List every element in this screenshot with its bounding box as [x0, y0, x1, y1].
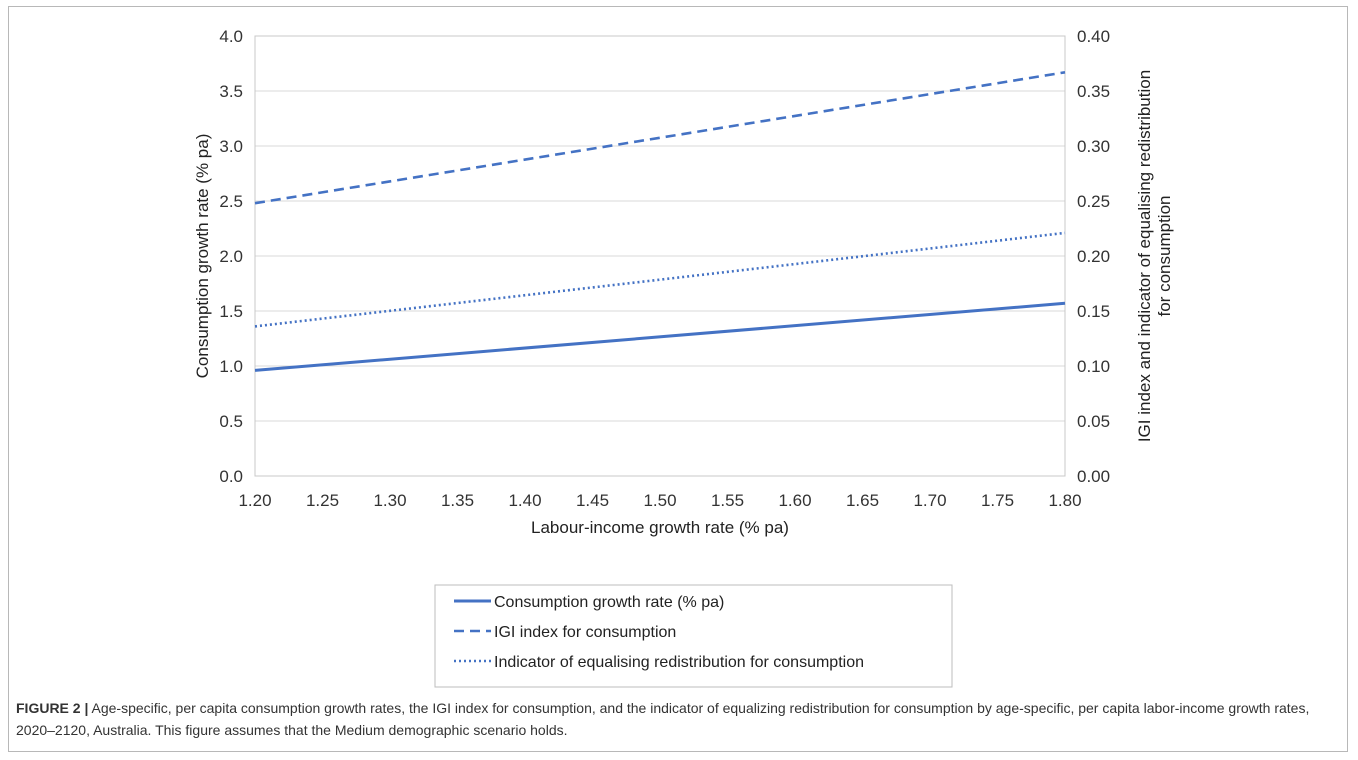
legend-entry-label: Consumption growth rate (% pa): [494, 594, 724, 611]
legend-box: [434, 584, 953, 688]
right-y-axis-ticks: 0.00 0.05 0.10 0.15 0.20 0.25 0.30 0.35 0.40: [1077, 27, 1110, 486]
x-tick-label: 1.55: [711, 491, 744, 510]
figure-frame: [8, 6, 1348, 752]
right-y-tick-label: 0.30: [1077, 137, 1110, 156]
x-axis-ticks: 1.20 1.25 1.30 1.35 1.40 1.45 1.50 1.55 1.60 1.65…: [238, 491, 1081, 510]
left-y-tick-label: 1.0: [219, 357, 243, 376]
x-tick-label: 1.40: [508, 491, 541, 510]
x-tick-label: 1.30: [373, 491, 406, 510]
x-tick-label: 1.35: [441, 491, 474, 510]
gridlines: [255, 35, 1065, 477]
x-tick-label: 1.50: [643, 491, 676, 510]
x-tick-label: 1.60: [778, 491, 811, 510]
left-y-tick-label: 4.0: [219, 27, 243, 46]
right-y-tick-label: 0.00: [1077, 467, 1110, 486]
left-y-tick-label: 0.5: [219, 412, 243, 431]
left-y-tick-label: 0.0: [219, 467, 243, 486]
right-y-tick-label: 0.10: [1077, 357, 1110, 376]
legend-entry-label: Indicator of equalising redistribution f…: [494, 654, 864, 671]
legend: Consumption growth rate (% pa) IGI index …: [434, 584, 953, 688]
x-tick-label: 1.75: [981, 491, 1014, 510]
right-y-tick-label: 0.15: [1077, 302, 1110, 321]
x-tick-label: 1.70: [913, 491, 946, 510]
right-y-tick-label: 0.20: [1077, 247, 1110, 266]
series-line-solid: [254, 301, 1066, 372]
x-tick-label: 1.20: [238, 491, 271, 510]
x-axis-title: Labour-income growth rate (% pa): [531, 518, 789, 537]
x-tick-label: 1.65: [846, 491, 879, 510]
x-tick-label: 1.80: [1048, 491, 1081, 510]
right-y-axis-title-line1: IGI index and indicator of equalising re…: [1135, 70, 1154, 442]
right-y-tick-label: 0.35: [1077, 82, 1110, 101]
x-tick-label: 1.25: [306, 491, 339, 510]
right-y-tick-label: 0.25: [1077, 192, 1110, 211]
caption-label: FIGURE 2 |: [16, 700, 89, 716]
left-y-tick-label: 3.0: [219, 137, 243, 156]
left-y-tick-label: 1.5: [219, 302, 243, 321]
left-y-tick-label: 3.5: [219, 82, 243, 101]
series-line-dotted: [254, 231, 1066, 328]
right-y-axis-title-line2: for consumption: [1155, 196, 1174, 317]
caption-text: Age-specific, per capita consumption gro…: [16, 700, 1310, 738]
series-lines: [254, 71, 1066, 372]
left-y-axis-ticks: 0.0 0.5 1.0 1.5 2.0 2.5 3.0 3.5 4.0: [219, 27, 243, 486]
legend-entry-label: IGI index for consumption: [494, 624, 676, 641]
figure-caption: FIGURE 2 | Age-specific, per capita cons…: [16, 697, 1326, 741]
left-y-axis-title: Consumption growth rate (% pa): [193, 134, 212, 379]
line-chart: 0.0 0.5 1.0 1.5 2.0 2.5 3.0 3.5 4.0 0.00 0.05 0.10…: [193, 27, 1174, 688]
left-y-tick-label: 2.0: [219, 247, 243, 266]
right-y-tick-label: 0.40: [1077, 27, 1110, 46]
left-y-tick-label: 2.5: [219, 192, 243, 211]
x-tick-label: 1.45: [576, 491, 609, 510]
plot-area: [254, 35, 1066, 477]
series-line-dashed: [254, 71, 1066, 205]
right-y-tick-label: 0.05: [1077, 412, 1110, 431]
